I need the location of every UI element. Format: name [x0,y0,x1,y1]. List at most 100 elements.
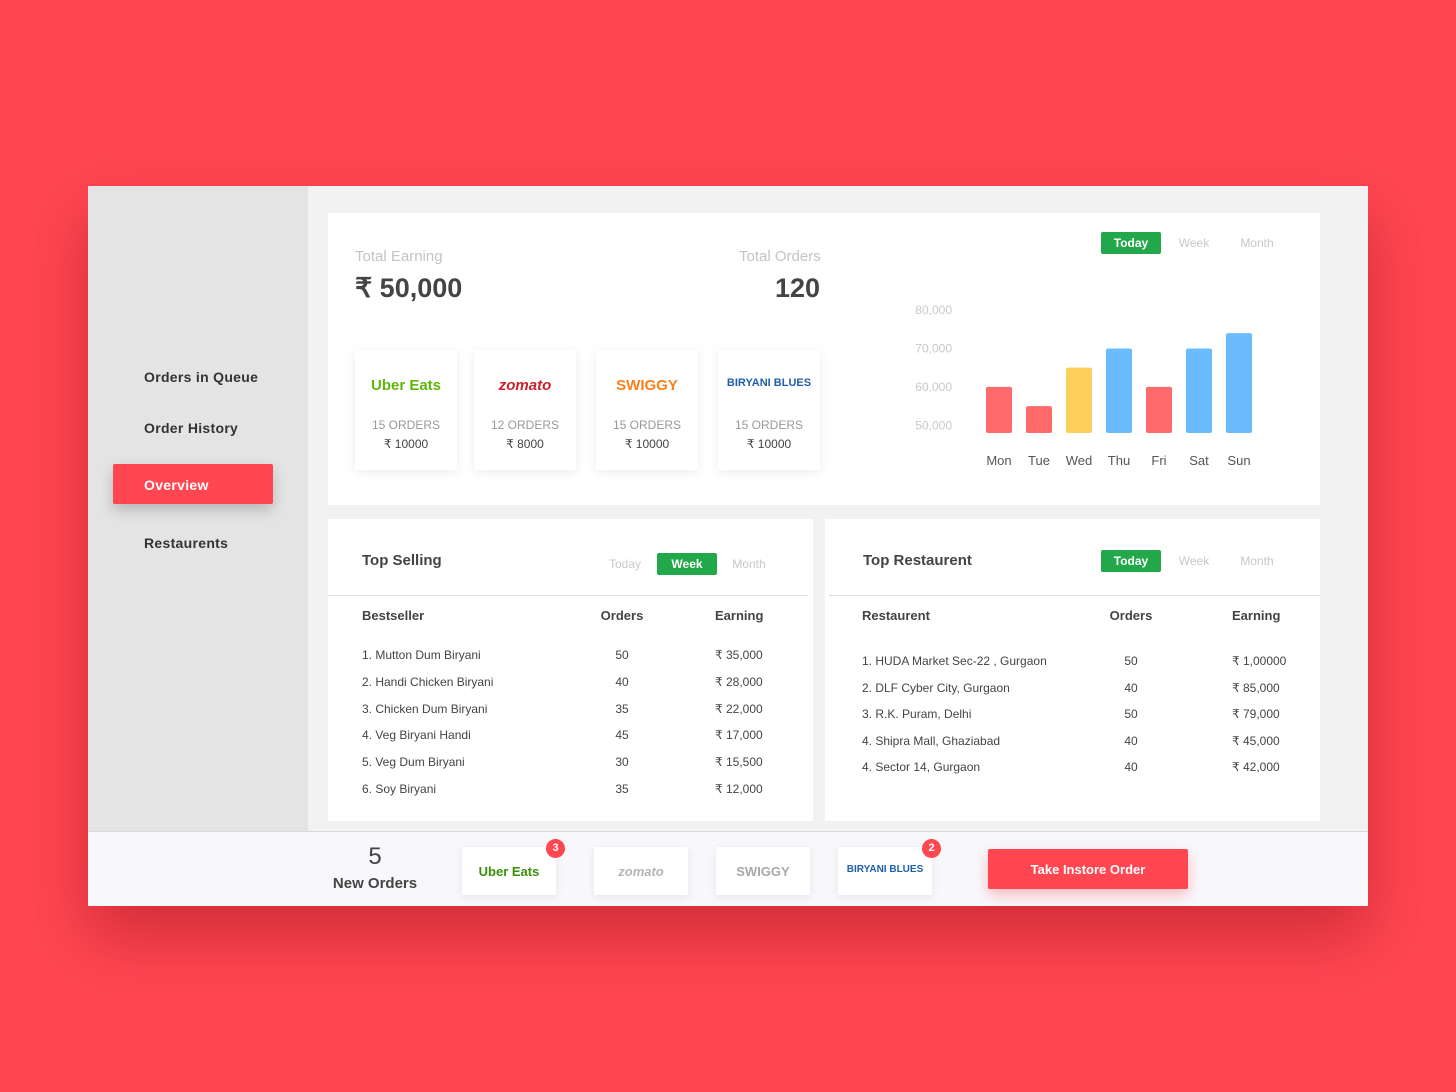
table-cell: ₹ 15,500 [715,755,763,770]
tab-active-bg[interactable] [657,553,717,575]
platform-logo: SWIGGY [616,377,678,394]
orders-label: Total Orders [739,248,821,265]
platform-orders: 15 ORDERS [734,418,804,432]
table-cell: 2. Handi Chicken Biryani [362,674,494,689]
nav-item[interactable]: Restaurents [144,535,229,551]
column-header: Earning [1232,608,1281,623]
period-tab[interactable]: Week [1178,554,1210,568]
platform-logo: zomato [498,377,552,394]
table-cell: 35 [615,782,629,796]
platform-earning: ₹ 10000 [624,437,670,451]
orders-value: 120 [774,273,820,303]
top-restaurant-card [825,519,1320,821]
table-cell: ₹ 1,00000 [1232,654,1287,668]
period-tab[interactable]: Month [1240,554,1274,568]
bar [1106,348,1132,433]
footer-platform[interactable] [594,847,688,895]
period-tab[interactable]: Week [671,557,703,571]
footer-platform-logo: zomato [618,864,664,879]
table-cell: 40 [1124,760,1138,775]
platform-card [596,350,698,470]
badge-bg [922,839,941,858]
nav-active-bg[interactable] [113,464,273,504]
platform-logo: BIRYANI BLUES [726,377,812,389]
table-cell: 40 [1124,680,1138,695]
platform-card [474,350,576,470]
bar [986,386,1012,433]
platform-card [355,350,457,470]
footer-platform-logo: Uber Eats [478,864,540,879]
period-tab[interactable]: Today [1113,554,1149,568]
table-cell: 40 [615,674,629,689]
tab-active-bg[interactable] [1101,232,1161,254]
platform-orders: 15 ORDERS [371,418,441,432]
platform-earning: ₹ 8000 [506,437,544,451]
period-tab[interactable]: Today [1113,236,1149,250]
table-cell: 1. HUDA Market Sec-22 , Gurgaon [862,654,1047,668]
y-tick-label: 80,000 [915,303,952,317]
x-tick-label: Fri [1151,453,1166,468]
footer-platform-logo: BIRYANI BLUES [846,864,924,875]
nav-item[interactable]: Orders in Queue [144,369,259,385]
table-cell: ₹ 22,000 [715,701,763,716]
column-header: Orders [600,608,644,623]
bar [1146,386,1172,433]
platform-orders: 15 ORDERS [612,418,682,432]
table-cell: 50 [615,648,629,662]
table-cell: 1. Mutton Dum Biryani [362,648,481,662]
earning-label: Total Earning [355,248,443,265]
nav-item[interactable]: Order History [144,420,239,436]
table-cell: 3. R.K. Puram, Delhi [862,707,972,722]
top-selling-card [328,519,813,821]
table-cell: 4. Veg Biryani Handi [362,728,471,743]
footer-platform[interactable] [462,847,556,895]
bar [1026,406,1052,433]
y-tick-label: 70,000 [915,341,952,355]
bar [1226,333,1252,433]
platform-earning: ₹ 10000 [746,437,792,451]
badge-bg [546,839,565,858]
table-cell: ₹ 12,000 [715,782,763,796]
footer-platform[interactable] [716,847,810,895]
new-orders-label: New Orders [332,875,418,892]
platform-orders: 12 ORDERS [490,418,560,432]
x-tick-label: Thu [1108,453,1130,468]
period-tab[interactable]: Today [608,557,642,571]
tab-active-bg[interactable] [1101,550,1161,572]
table-cell: 35 [615,701,629,716]
table-cell: 50 [1124,654,1138,668]
badge: 2 [928,842,935,854]
instore-button-label[interactable]: Take Instore Order [1030,862,1146,877]
period-tab[interactable]: Week [1178,236,1210,250]
table-cell: 30 [615,755,629,770]
footer-platform[interactable] [838,847,932,895]
column-header: Bestseller [362,608,425,623]
bar [1186,348,1212,433]
x-tick-label: Sun [1227,453,1250,468]
column-header: Restaurent [862,608,930,623]
period-tab[interactable]: Month [1240,236,1274,250]
x-tick-label: Mon [986,453,1011,468]
column-header: Earning [715,608,764,623]
table-cell: 3. Chicken Dum Biryani [362,701,488,716]
table-cell: ₹ 17,000 [715,728,763,743]
platform-logo: Uber Eats [370,377,442,394]
period-tab[interactable]: Month [732,557,766,571]
divider [829,595,1320,596]
badge: 3 [552,842,559,854]
footer-platform-logo: SWIGGY [736,864,790,879]
x-tick-label: Sat [1189,453,1209,468]
table-cell: 4. Shipra Mall, Ghaziabad [862,733,1001,748]
instore-button[interactable] [988,849,1188,889]
table-cell: 45 [615,728,629,743]
table-cell: 50 [1124,707,1138,722]
table-cell: ₹ 42,000 [1232,760,1280,775]
nav-item[interactable]: Overview [144,477,209,493]
y-tick-label: 60,000 [915,380,952,394]
column-header: Orders [1109,608,1153,623]
x-tick-label: Wed [1066,453,1093,468]
y-tick-label: 50,000 [915,418,952,432]
bar [1066,367,1092,433]
new-orders-count: 5 [368,843,382,870]
chart: 50,000 60,000 70,000 80,000 Mon Tue Wed Thu Fri S… [915,303,1252,468]
